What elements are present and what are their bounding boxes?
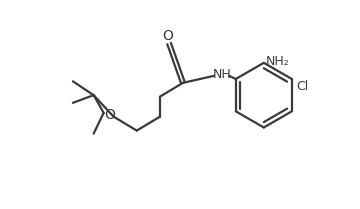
Text: O: O (104, 108, 115, 122)
Text: O: O (162, 29, 173, 43)
Text: Cl: Cl (297, 80, 309, 93)
Text: NH: NH (213, 68, 231, 81)
Text: NH₂: NH₂ (266, 55, 289, 68)
